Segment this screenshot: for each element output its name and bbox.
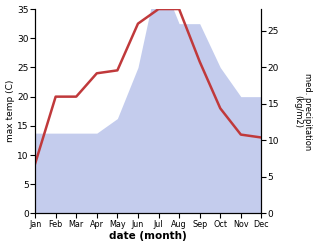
X-axis label: date (month): date (month) [109, 231, 187, 242]
Y-axis label: max temp (C): max temp (C) [5, 80, 15, 143]
Y-axis label: med. precipitation
(kg/m2): med. precipitation (kg/m2) [293, 73, 313, 150]
